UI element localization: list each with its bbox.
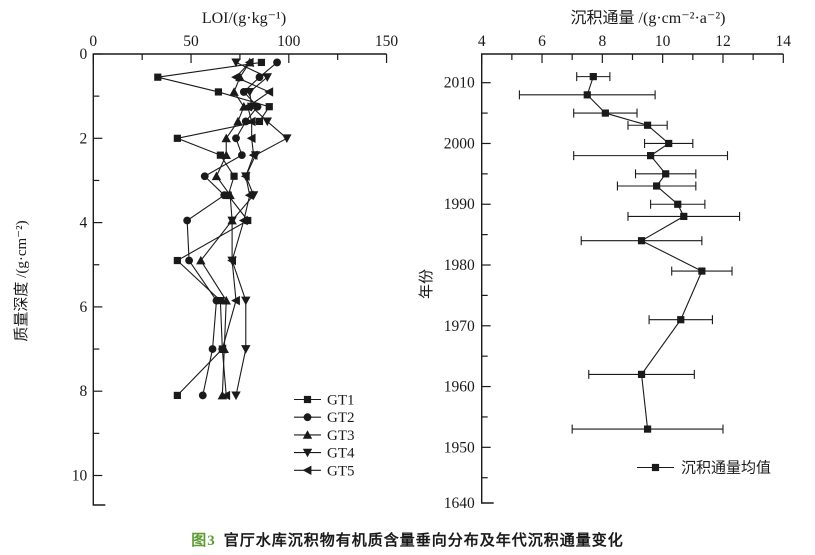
legend-label-GT3: GT3 bbox=[327, 428, 355, 444]
right-y-tick-label: 1970 bbox=[444, 318, 475, 335]
series-flux-mean bbox=[583, 73, 706, 433]
right-chart-title: 沉积通量 /(g·cm⁻²·a⁻²) bbox=[571, 9, 726, 27]
left-y-tick-label: 10 bbox=[72, 468, 88, 485]
right-y-tick-label: 2000 bbox=[444, 135, 475, 152]
right-x-tick-label: 12 bbox=[715, 33, 731, 50]
right-ticks: 4 6 8 10 12 14 2010 2000 1990 1980 1970 1960 1950 164… bbox=[444, 33, 792, 512]
right-y-tick-label: 1990 bbox=[444, 196, 475, 213]
left-x-tick-label: 100 bbox=[277, 33, 301, 50]
legend-label-GT5: GT5 bbox=[327, 463, 355, 479]
legend-entry-GT2: GT2 bbox=[294, 410, 355, 426]
legend-label-GT2: GT2 bbox=[327, 410, 355, 426]
legend-label-GT4: GT4 bbox=[327, 446, 355, 462]
right-legend-label: 沉积通量均值 bbox=[681, 460, 771, 477]
right-y-tick-label: 1980 bbox=[444, 257, 475, 274]
left-x-tick-label: 0 bbox=[89, 33, 97, 50]
right-x-tick-label: 10 bbox=[655, 33, 671, 50]
series-GT2 bbox=[183, 58, 281, 400]
left-y-tick-label: 8 bbox=[80, 383, 88, 400]
left-ticks: 0 50 100 150 0 2 4 6 8 10 bbox=[72, 33, 399, 485]
right-x-tick-label: 6 bbox=[538, 33, 546, 50]
right-y-tick-label: 2010 bbox=[444, 75, 475, 92]
series-GT1 bbox=[154, 58, 273, 400]
right-y-tick-label: 1960 bbox=[444, 379, 475, 396]
legend-entry-GT4: GT4 bbox=[294, 446, 355, 462]
left-y-tick-label: 2 bbox=[80, 130, 88, 147]
left-x-tick-label: 150 bbox=[375, 33, 399, 50]
caption-text: 官厅水库沉积物有机质含量垂向分布及年代沉积通量变化 bbox=[223, 533, 624, 549]
figure-number: 图3 bbox=[191, 533, 216, 549]
legend-entry-GT1: GT1 bbox=[294, 393, 355, 409]
flux-error-bars bbox=[518, 72, 741, 434]
right-x-tick-label: 4 bbox=[478, 33, 486, 50]
right-x-tick-label: 14 bbox=[776, 33, 792, 50]
legend-entry-GT5: GT5 bbox=[294, 463, 355, 479]
left-chart-ylabel: 质量深度 /(g·cm⁻²) bbox=[13, 220, 30, 341]
left-y-tick-label: 4 bbox=[80, 215, 88, 232]
left-x-tick-label: 50 bbox=[183, 33, 199, 50]
right-legend: 沉积通量均值 bbox=[637, 460, 771, 477]
left-y-tick-label: 6 bbox=[80, 299, 88, 316]
right-x-tick-label: 8 bbox=[598, 33, 606, 50]
charts-canvas: LOI/(g·kg⁻¹) 沉积通量 /(g·cm⁻²·a⁻²) 质量深度 /(g… bbox=[13, 9, 792, 512]
figure-caption: 图3 官厅水库沉积物有机质含量垂向分布及年代沉积通量变化 bbox=[0, 529, 815, 550]
right-chart-ylabel: 年份 bbox=[418, 269, 435, 299]
right-y-tick-label: 1950 bbox=[444, 439, 475, 456]
flux-year-plot: 4 6 8 10 12 14 2010 2000 1990 1980 1970 1960 1950 164… bbox=[444, 33, 792, 512]
right-y-bottom-label: 1640 bbox=[444, 495, 475, 512]
legend-entry-GT3: GT3 bbox=[294, 428, 355, 444]
legend-label-GT1: GT1 bbox=[327, 393, 355, 409]
left-chart-title: LOI/(g·kg⁻¹) bbox=[202, 10, 286, 27]
left-y-tick-label: 0 bbox=[80, 46, 88, 63]
series-GT5 bbox=[217, 57, 274, 401]
